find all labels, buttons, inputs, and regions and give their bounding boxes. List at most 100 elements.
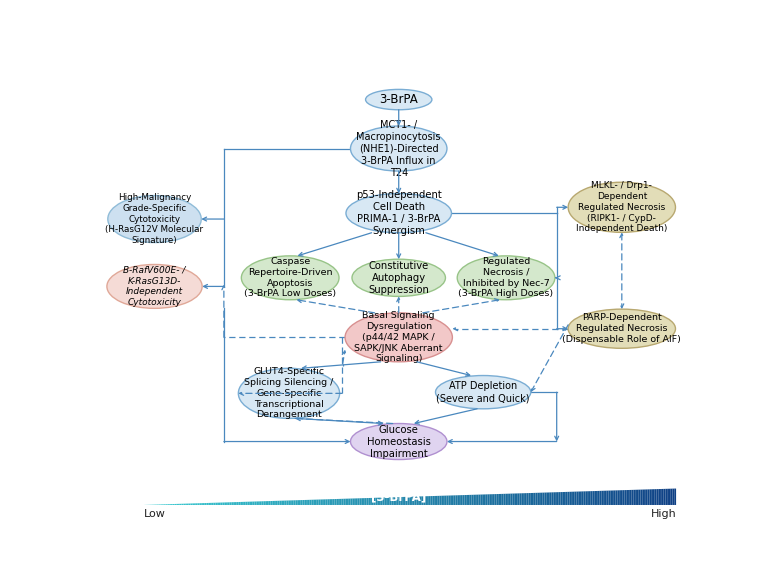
Text: Constitutive
Autophagy
Suppression: Constitutive Autophagy Suppression	[368, 261, 429, 295]
Polygon shape	[304, 500, 306, 505]
Ellipse shape	[352, 259, 446, 297]
Polygon shape	[651, 489, 653, 505]
Polygon shape	[173, 504, 174, 505]
Text: [3-BrPA]: [3-BrPA]	[371, 490, 426, 503]
Polygon shape	[315, 500, 317, 505]
Polygon shape	[386, 497, 388, 505]
Polygon shape	[418, 497, 420, 505]
Polygon shape	[452, 495, 454, 505]
Polygon shape	[671, 488, 672, 505]
Polygon shape	[450, 495, 452, 505]
Polygon shape	[251, 501, 253, 505]
Polygon shape	[279, 501, 281, 505]
Polygon shape	[576, 491, 578, 505]
Polygon shape	[438, 496, 440, 505]
Polygon shape	[521, 493, 523, 505]
Polygon shape	[621, 490, 622, 505]
Polygon shape	[562, 492, 564, 505]
Polygon shape	[402, 497, 404, 505]
Polygon shape	[644, 490, 646, 505]
Polygon shape	[297, 500, 299, 505]
Polygon shape	[185, 504, 187, 505]
Polygon shape	[493, 494, 495, 505]
Polygon shape	[264, 501, 265, 505]
Polygon shape	[244, 502, 246, 505]
Ellipse shape	[568, 182, 675, 232]
Polygon shape	[594, 491, 596, 505]
Ellipse shape	[346, 194, 451, 233]
Polygon shape	[622, 490, 625, 505]
Polygon shape	[214, 503, 216, 505]
Polygon shape	[191, 504, 192, 505]
Polygon shape	[174, 504, 177, 505]
Polygon shape	[422, 496, 423, 505]
Polygon shape	[379, 498, 380, 505]
Polygon shape	[461, 495, 463, 505]
Polygon shape	[261, 501, 264, 505]
Polygon shape	[475, 495, 477, 505]
Text: Glucose
Homeostasis
Impairment: Glucose Homeostasis Impairment	[366, 425, 431, 459]
Polygon shape	[335, 499, 336, 505]
Polygon shape	[614, 490, 615, 505]
Polygon shape	[541, 493, 543, 505]
Polygon shape	[566, 492, 568, 505]
Polygon shape	[559, 492, 560, 505]
Polygon shape	[202, 503, 203, 505]
Polygon shape	[440, 495, 441, 505]
Polygon shape	[324, 500, 326, 505]
Polygon shape	[539, 493, 541, 505]
Polygon shape	[247, 502, 249, 505]
Polygon shape	[303, 500, 304, 505]
Polygon shape	[409, 497, 411, 505]
Polygon shape	[520, 493, 521, 505]
Polygon shape	[177, 504, 178, 505]
Polygon shape	[507, 494, 509, 505]
Polygon shape	[384, 497, 386, 505]
Polygon shape	[608, 491, 610, 505]
Polygon shape	[328, 499, 329, 505]
Polygon shape	[662, 489, 664, 505]
Polygon shape	[354, 498, 356, 505]
Polygon shape	[169, 504, 171, 505]
Polygon shape	[650, 489, 651, 505]
Polygon shape	[496, 494, 498, 505]
Polygon shape	[532, 493, 534, 505]
Polygon shape	[205, 503, 206, 505]
Polygon shape	[217, 503, 219, 505]
Polygon shape	[413, 497, 415, 505]
Polygon shape	[546, 493, 548, 505]
Polygon shape	[518, 493, 520, 505]
Polygon shape	[513, 494, 514, 505]
Text: Low: Low	[144, 509, 166, 519]
Text: MCT1- /
Macropinocytosis
(NHE1)-Directed
3-BrPA Influx in
T24: MCT1- / Macropinocytosis (NHE1)-Directed…	[356, 119, 441, 177]
Polygon shape	[528, 493, 531, 505]
Polygon shape	[404, 497, 405, 505]
Polygon shape	[321, 500, 322, 505]
Polygon shape	[639, 490, 640, 505]
Text: p53-Independent
Cell Death
PRIMA-1 / 3-BrPA
Synergism: p53-Independent Cell Death PRIMA-1 / 3-B…	[356, 190, 442, 236]
Polygon shape	[289, 500, 290, 505]
Polygon shape	[164, 504, 166, 505]
Polygon shape	[278, 501, 279, 505]
Polygon shape	[607, 491, 608, 505]
Polygon shape	[427, 496, 429, 505]
Polygon shape	[575, 491, 576, 505]
Polygon shape	[271, 501, 272, 505]
Polygon shape	[548, 493, 550, 505]
Polygon shape	[525, 493, 527, 505]
Polygon shape	[430, 496, 433, 505]
Polygon shape	[322, 500, 324, 505]
Polygon shape	[390, 497, 391, 505]
Polygon shape	[352, 498, 354, 505]
Polygon shape	[481, 494, 482, 505]
Polygon shape	[580, 491, 582, 505]
Polygon shape	[216, 503, 217, 505]
Polygon shape	[301, 500, 303, 505]
Polygon shape	[534, 493, 535, 505]
Polygon shape	[423, 496, 426, 505]
Polygon shape	[557, 492, 559, 505]
Polygon shape	[233, 502, 235, 505]
Polygon shape	[464, 495, 466, 505]
Polygon shape	[632, 490, 633, 505]
Polygon shape	[429, 496, 430, 505]
